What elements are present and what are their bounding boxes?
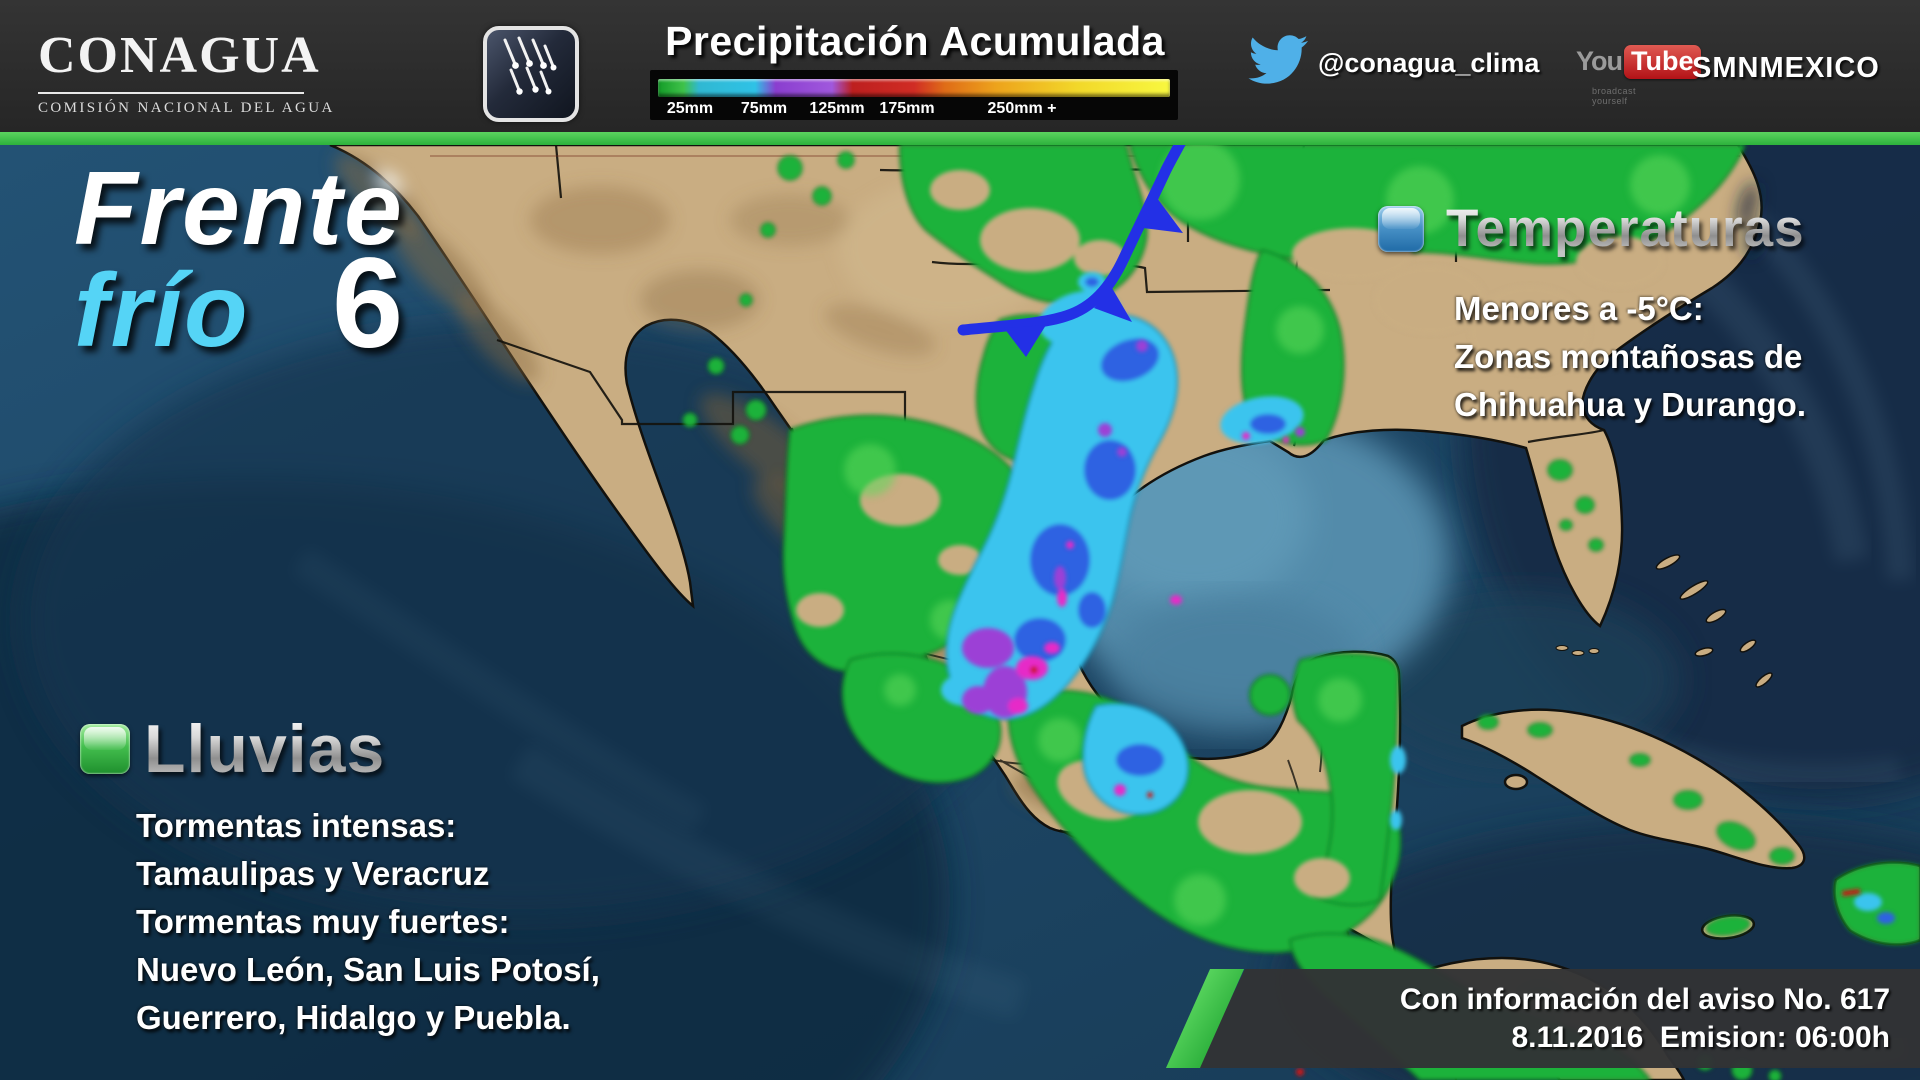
youtube-logo-you: You xyxy=(1576,46,1623,76)
conagua-wordmark: CONAGUA xyxy=(38,27,321,84)
front-number: 6 xyxy=(332,232,404,375)
rains-title: Lluvias xyxy=(144,711,386,787)
rains-line: Tormentas intensas: xyxy=(136,807,457,844)
temperatures-line: Zonas montañosas de xyxy=(1454,338,1803,375)
rains-section: Lluvias Tormentas intensas: Tamaulipas y… xyxy=(80,710,600,1042)
page-title: Precipitación Acumulada xyxy=(665,18,1165,64)
conagua-logo: CONAGUA COMISIÓN NACIONAL DEL AGUA xyxy=(38,30,335,117)
scale-label-125mm: 125mm xyxy=(809,100,865,117)
map-svg xyxy=(0,145,1920,1080)
scale-label-175mm: 175mm xyxy=(879,100,935,117)
logo-divider xyxy=(38,92,304,94)
rain-bullet-icon xyxy=(80,724,130,774)
youtube-channel[interactable]: SMNMEXICO xyxy=(1692,52,1880,84)
weather-map xyxy=(0,145,1920,1080)
cold-front-symbol xyxy=(957,145,1186,357)
youtube-logo-tube: Tube xyxy=(1624,45,1701,79)
conagua-subtitle: COMISIÓN NACIONAL DEL AGUA xyxy=(38,100,335,116)
front-title-word2: frío xyxy=(74,253,250,369)
precip-scale-labels: 25mm 75mm 125mm 175mm 250mm + xyxy=(650,100,1178,118)
rains-line: Tormentas muy fuertes: xyxy=(136,903,510,940)
rain-icon xyxy=(483,26,579,122)
youtube-icon[interactable]: You Tube xyxy=(1576,45,1701,79)
temperatures-section: Temperaturas Menores a -5°C: Zonas monta… xyxy=(1378,198,1806,429)
rains-header: Lluvias xyxy=(80,710,600,788)
advisory-number: Con información del aviso No. 617 xyxy=(1399,982,1890,1016)
advisory-footer: Con información del aviso No. 617 8.11.2… xyxy=(1198,969,1920,1068)
precip-legend: 25mm 75mm 125mm 175mm 250mm + xyxy=(650,70,1178,120)
scale-label-250mm: 250mm + xyxy=(987,100,1057,117)
rains-line: Guerrero, Hidalgo y Puebla. xyxy=(136,999,571,1036)
header-bar: CONAGUA COMISIÓN NACIONAL DEL AGUA xyxy=(0,0,1920,132)
temperatures-line: Menores a -5°C: xyxy=(1454,290,1704,327)
rains-line: Tamaulipas y Veracruz xyxy=(136,855,490,892)
temperatures-title: Temperaturas xyxy=(1446,199,1805,258)
rains-line: Nuevo León, San Luis Potosí, xyxy=(136,951,600,988)
temperatures-text: Menores a -5°C: Zonas montañosas de Chih… xyxy=(1454,285,1806,429)
precip-purple xyxy=(962,340,1861,1076)
temperature-bullet-icon xyxy=(1378,205,1424,252)
twitter-icon[interactable] xyxy=(1248,34,1310,86)
front-title-word1: Frente xyxy=(74,151,404,267)
precip-color-scale xyxy=(658,79,1170,97)
accent-stripe xyxy=(0,132,1920,145)
temperatures-line: Chihuahua y Durango. xyxy=(1454,386,1807,423)
scale-label-75mm: 75mm xyxy=(740,100,788,117)
advisory-datetime: 8.11.2016 Emision: 06:00h xyxy=(1511,1020,1890,1054)
temperatures-header: Temperaturas xyxy=(1378,198,1806,259)
scale-label-25mm: 25mm xyxy=(666,100,714,117)
youtube-tagline: broadcast yourself xyxy=(1592,86,1637,106)
twitter-handle[interactable]: @conagua_clima xyxy=(1318,48,1540,78)
rains-text: Tormentas intensas: Tamaulipas y Veracru… xyxy=(136,802,600,1042)
